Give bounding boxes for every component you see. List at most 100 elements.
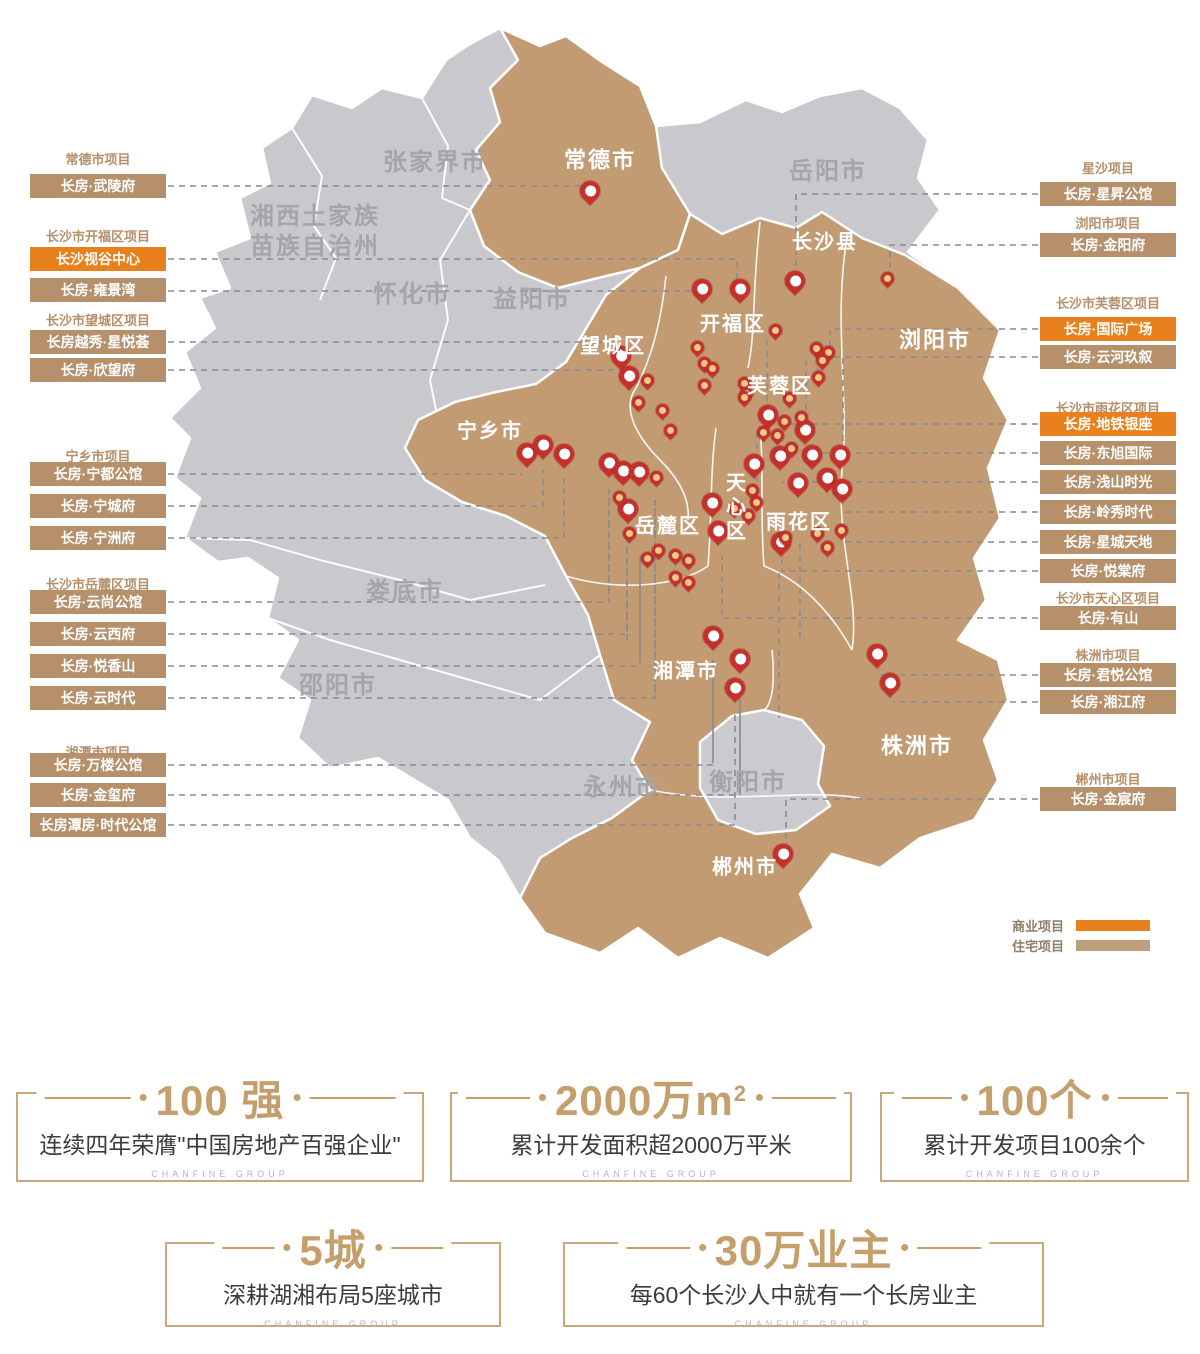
project-label-commercial: 长房·地铁银座 (1040, 412, 1176, 436)
city-label: 张家界市 (383, 149, 487, 176)
decor-line (625, 1246, 690, 1249)
project-label-residential: 长房·宁城府 (30, 494, 166, 518)
region-changde (468, 26, 692, 290)
connector-line (168, 683, 741, 796)
decor-line (222, 1246, 275, 1249)
city-label: 衡阳市 (709, 769, 787, 796)
project-label-residential: 长房·云河玖叙 (1040, 345, 1176, 369)
project-label-residential: 长房·浅山时光 (1040, 470, 1176, 494)
city-label: 邵阳市 (299, 672, 377, 699)
project-label-residential: 长房·宁洲府 (30, 526, 166, 550)
stat-card: 30万业主每60个长沙人中就有一个长房业主 CHANFINE GROUP (563, 1217, 1044, 1329)
hunan-map-shapes (168, 26, 1038, 960)
project-label-residential: 长房·有山 (1040, 606, 1176, 630)
decor-line (391, 1246, 444, 1249)
project-group-header: 长沙市芙蓉区项目 (1055, 296, 1160, 311)
stat-value: 2000万m2 (554, 1077, 748, 1124)
city-label: 永州市 (583, 774, 661, 801)
connector-line (168, 660, 714, 766)
stat-card: 100 强连续四年荣膺"中国房地产百强企业" CHANFINE GROUP (16, 1067, 424, 1182)
city-label: 长沙县 (792, 231, 858, 254)
project-group-header: 株洲市项目 (1075, 648, 1141, 663)
stat-description: 累计开发项目100余个 (923, 1132, 1146, 1158)
city-label: 岳阳市 (789, 158, 867, 185)
project-label-residential: 长房·星城天地 (1040, 530, 1176, 554)
connector-line (168, 258, 738, 293)
city-label: 湘西土家族 苗族自治州 (250, 203, 380, 260)
hunan-map: 张家界市 湘西土家族 苗族自治州 怀化市 益阳市 岳阳市 娄底市 邵阳市 永州市 衡阳市 常德市长… (0, 0, 1200, 1000)
city-label: 岳麓区 (635, 515, 701, 538)
decor-line (465, 1096, 530, 1099)
project-label-commercial: 长沙视谷中心 (30, 247, 166, 271)
city-label: 益阳市 (493, 286, 571, 313)
decor-line (44, 1096, 131, 1099)
project-group-header: 宁乡市项目 (65, 449, 131, 464)
stat-number-row: 2000万m2 (457, 1067, 845, 1128)
project-label-residential: 长房·星昇公馆 (1040, 182, 1176, 206)
project-label-commercial: 长房·国际广场 (1040, 317, 1176, 341)
stat-number-row: 100个 (893, 1067, 1176, 1128)
connector-line (168, 555, 641, 667)
project-label-residential: 长房·东旭国际 (1040, 441, 1176, 465)
legend-row: 商业项目 (1012, 916, 1151, 935)
project-group-header: 长沙市天心区项目 (1055, 591, 1160, 606)
legend-row: 住宅项目 (1012, 936, 1151, 955)
stat-superscript: 2 (733, 1081, 748, 1106)
project-group-header: 长沙市望城区项目 (45, 313, 150, 328)
project-label-residential: 长房·君悦公馆 (1040, 663, 1176, 687)
project-label-residential: 长房·云尚公馆 (30, 590, 166, 614)
stat-description: 累计开发面积超2000万平米 (510, 1132, 792, 1158)
city-label: 望城区 (580, 335, 646, 358)
decor-dot (901, 1244, 909, 1251)
project-label-residential: 长房潭房·时代公馆 (30, 813, 166, 837)
stat-value: 100个 (976, 1077, 1093, 1124)
city-label: 宁乡市 (457, 420, 523, 443)
connector-line (781, 560, 1038, 572)
project-group-header: 浏阳市项目 (1075, 216, 1141, 231)
city-label: 郴州市 (712, 856, 778, 879)
project-label-residential: 长房·欣望府 (30, 358, 166, 382)
decor-dot (960, 1094, 968, 1101)
stat-value: 5城 (299, 1227, 367, 1274)
decor-dot (538, 1094, 546, 1101)
city-label: 芙蓉区 (747, 375, 813, 398)
city-label: 常德市 (563, 147, 637, 173)
project-label-residential: 长房·万楼公馆 (30, 753, 166, 777)
project-label-residential: 长房·云时代 (30, 686, 166, 710)
city-label: 湘潭市 (653, 660, 719, 683)
stat-description: 深耕湖湘布局5座城市 (223, 1282, 443, 1308)
decor-dot (139, 1094, 147, 1101)
project-group-header: 长沙市开福区项目 (45, 229, 150, 244)
legend-label: 住宅项目 (1012, 939, 1065, 954)
city-label: 天心区 (722, 472, 745, 544)
stat-value: 30万业主 (714, 1227, 893, 1274)
city-label: 雨花区 (766, 511, 832, 534)
project-group-header: 郴州市项目 (1075, 772, 1141, 787)
city-label: 怀化市 (373, 281, 451, 308)
legend-label: 商业项目 (1012, 919, 1065, 934)
city-label: 开福区 (700, 313, 766, 336)
project-label-residential: 长房越秀·星悦荟 (30, 330, 166, 354)
stat-card: 2000万m2 累计开发面积超2000万平米 CHANFINE GROUP (450, 1067, 852, 1182)
project-group-header: 星沙项目 (1081, 161, 1134, 176)
stat-description: 连续四年荣膺"中国房地产百强企业" (39, 1132, 401, 1158)
project-label-residential: 长房·武陵府 (30, 174, 166, 198)
decor-line (772, 1096, 837, 1099)
project-label-residential: 长房·金宸府 (1040, 787, 1176, 811)
decor-dot (756, 1094, 764, 1101)
project-label-residential: 长房·湘江府 (1040, 690, 1176, 714)
stat-brand: CHANFINE GROUP (582, 1169, 720, 1179)
legend-swatch (1076, 940, 1151, 951)
stat-card: 5城 深耕湖湘布局5座城市 CHANFINE GROUP (165, 1217, 501, 1329)
region-central (403, 210, 1010, 960)
stat-card: 100个 累计开发项目100余个 CHANFINE GROUP (880, 1067, 1189, 1182)
city-label: 株洲市 (880, 733, 954, 759)
decor-line (901, 1096, 952, 1099)
project-label-residential: 长房·云西府 (30, 622, 166, 646)
project-label-residential: 长房·金阳府 (1040, 233, 1176, 257)
stat-description: 每60个长沙人中就有一个长房业主 (629, 1282, 978, 1308)
project-label-residential: 长房·岭秀时代 (1040, 500, 1176, 524)
connector-line (168, 470, 544, 507)
stat-brand: CHANFINE GROUP (734, 1319, 873, 1329)
decor-dot (375, 1244, 383, 1251)
